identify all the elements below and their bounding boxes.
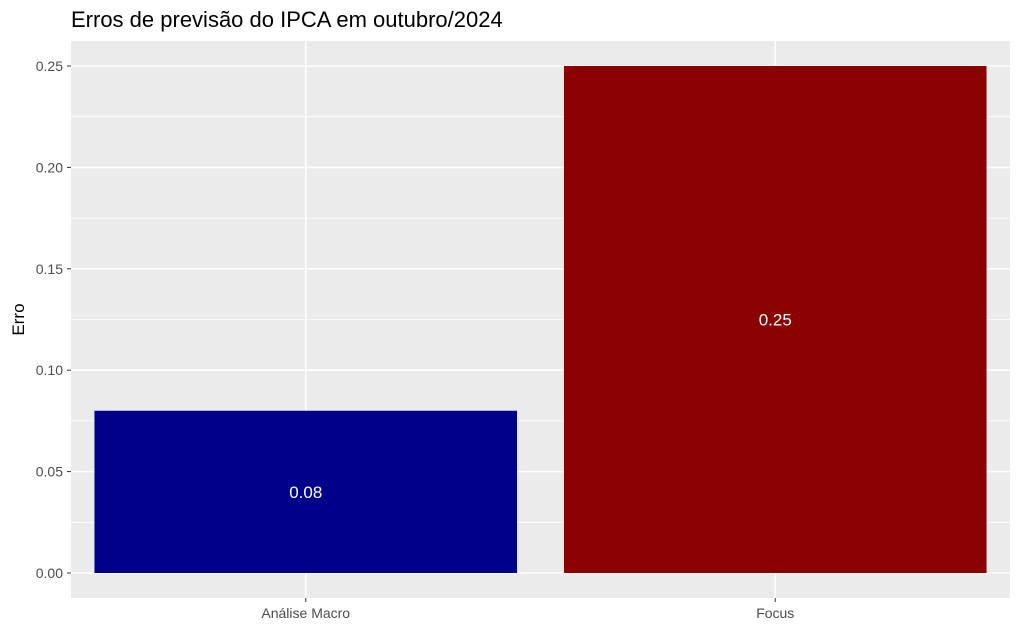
y-tick-label: 0.20 [36, 159, 63, 175]
bar-value-label: 0.25 [759, 311, 792, 330]
y-tick-label: 0.25 [36, 58, 63, 74]
y-tick-label: 0.15 [36, 261, 63, 277]
bar-labels: 0.08 0.25 [289, 311, 792, 502]
y-axis-title: Erro [9, 303, 28, 335]
y-tick-label: 0.10 [36, 362, 63, 378]
y-axis-ticks: 0.00 0.05 0.10 0.15 0.20 0.25 [36, 58, 71, 581]
y-tick-label: 0.00 [36, 565, 63, 581]
bar [563, 66, 987, 573]
bar [94, 410, 518, 573]
x-tick-label: Focus [756, 605, 794, 621]
bars [94, 66, 987, 573]
x-axis-ticks: Análise Macro Focus [261, 598, 794, 621]
bar-value-label: 0.08 [289, 483, 322, 502]
chart-title: Erros de previsão do IPCA em outubro/202… [71, 7, 503, 32]
x-tick-label: Análise Macro [261, 605, 350, 621]
y-tick-label: 0.05 [36, 464, 63, 480]
